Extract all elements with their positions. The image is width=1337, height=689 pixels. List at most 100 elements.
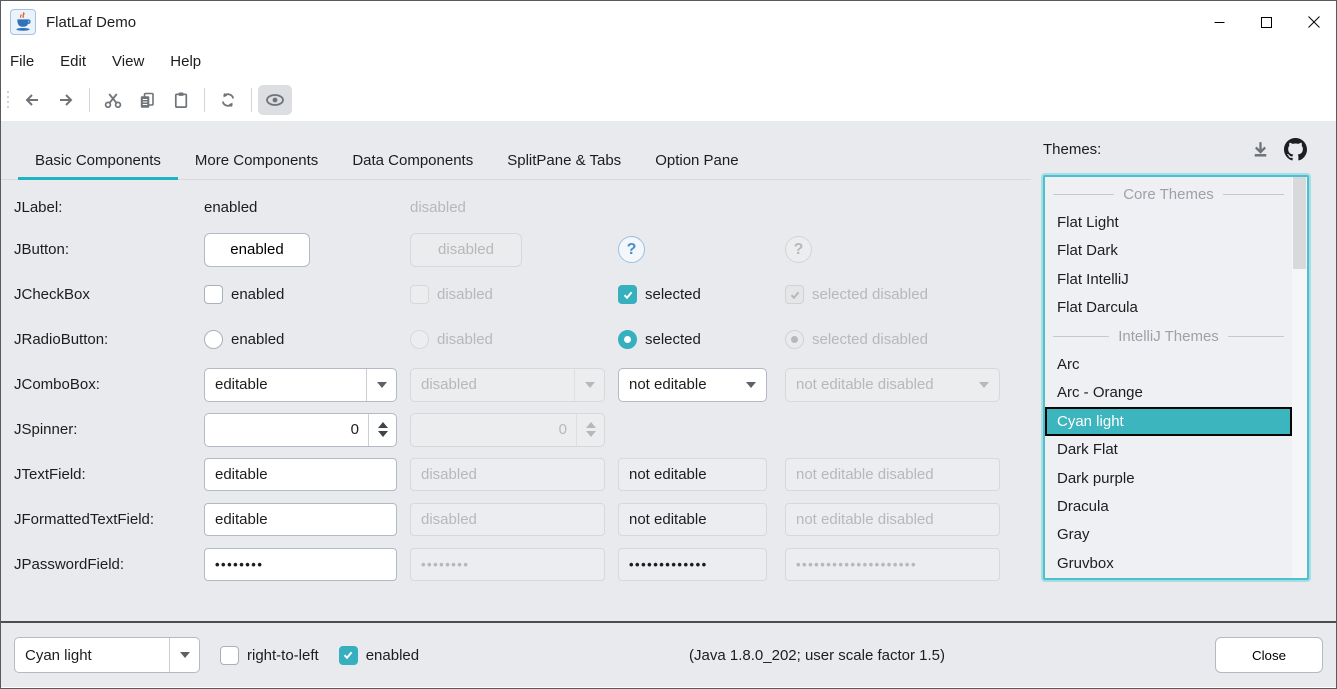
themes-scrollbar[interactable]	[1292, 177, 1307, 578]
checkbox-label: enabled	[365, 646, 420, 664]
tab-option-pane[interactable]: Option Pane	[655, 152, 739, 169]
theme-item-dark-purple[interactable]: Dark purple	[1057, 469, 1135, 487]
close-window-button[interactable]	[1290, 0, 1337, 44]
minimize-button[interactable]	[1196, 0, 1243, 44]
back-button[interactable]	[15, 85, 49, 115]
formatted-textfield-not-editable-disabled: not editable disabled	[785, 503, 1000, 536]
checkbox-box[interactable]	[204, 285, 223, 304]
radio-disabled: disabled	[410, 330, 493, 349]
combobox-arrow-button[interactable]	[366, 368, 396, 401]
combobox-value: not editable disabled	[796, 376, 934, 393]
checkbox-box	[410, 285, 429, 304]
combobox-editable[interactable]: editable	[204, 367, 397, 402]
right-to-left-checkbox[interactable]: right-to-left	[220, 645, 319, 665]
radio-circle[interactable]	[618, 330, 637, 349]
row-label: JComboBox:	[14, 376, 100, 393]
tab-data-components[interactable]: Data Components	[352, 152, 474, 169]
textfield-editable[interactable]: editable	[204, 458, 397, 491]
row-label: JLabel:	[14, 198, 63, 216]
radio-selected-disabled: selected disabled	[785, 330, 928, 349]
cut-icon	[104, 92, 122, 108]
bottom-bar: Cyan light right-to-left enabled (Java 1…	[0, 623, 1337, 687]
radio-enabled[interactable]: enabled	[204, 330, 284, 349]
spinner-disabled: 0	[410, 412, 605, 447]
password-field-editable[interactable]: ••••••••	[204, 548, 397, 581]
theme-selector-combobox[interactable]: Cyan light	[14, 637, 200, 673]
refresh-button[interactable]	[211, 85, 245, 115]
copy-button[interactable]	[130, 85, 164, 115]
spinner-enabled[interactable]: 0	[204, 412, 397, 447]
combobox-arrow-button[interactable]	[736, 369, 766, 401]
paste-button[interactable]	[164, 85, 198, 115]
theme-item-flat-light[interactable]: Flat Light	[1057, 214, 1119, 232]
jbutton-disabled: disabled	[410, 232, 522, 267]
toolbar-grip[interactable]	[7, 91, 9, 108]
theme-item-arc[interactable]: Arc	[1057, 356, 1080, 374]
spinner-value[interactable]: 0	[350, 421, 359, 438]
forward-button[interactable]	[49, 85, 83, 115]
theme-item-gray[interactable]: Gray	[1057, 526, 1090, 544]
checkbox-label: selected	[645, 286, 701, 303]
chevron-down-icon	[584, 381, 595, 388]
combobox-arrow-button	[969, 369, 999, 401]
help-button-enabled[interactable]: ?	[618, 236, 645, 263]
theme-item-dracula[interactable]: Dracula	[1057, 497, 1109, 515]
checkbox-label: right-to-left	[247, 646, 319, 664]
combobox-value[interactable]: not editable	[629, 376, 707, 393]
row-label: JRadioButton:	[14, 331, 109, 348]
formatted-textfield-editable[interactable]: editable	[204, 503, 397, 536]
theme-item-flat-intellij[interactable]: Flat IntelliJ	[1057, 270, 1129, 288]
cut-button[interactable]	[96, 85, 130, 115]
themes-label: Themes:	[1043, 140, 1102, 158]
row-label: JFormattedTextField:	[14, 511, 155, 528]
chevron-down-icon	[979, 381, 989, 388]
themes-group-header: IntelliJ Themes	[1045, 322, 1292, 350]
menu-edit[interactable]: Edit	[60, 52, 87, 70]
radio-selected[interactable]: selected	[618, 330, 701, 349]
theme-item-flat-dark[interactable]: Flat Dark	[1057, 242, 1118, 260]
radio-circle[interactable]	[204, 330, 223, 349]
enabled-checkbox[interactable]: enabled	[338, 645, 420, 665]
jbutton-enabled[interactable]: enabled	[204, 232, 310, 267]
combobox-arrow-button	[574, 368, 604, 401]
check-icon	[790, 291, 799, 299]
theme-selector-value[interactable]: Cyan light	[25, 646, 92, 664]
menu-help[interactable]: Help	[170, 52, 202, 70]
spinner-down-icon	[377, 431, 388, 437]
checkbox-box[interactable]	[220, 645, 239, 665]
tab-strip: Basic Components More Components Data Co…	[0, 144, 1031, 180]
checkbox-box[interactable]	[618, 285, 637, 304]
menu-view[interactable]: View	[112, 52, 145, 70]
show-hidden-toggle-button[interactable]	[258, 84, 292, 115]
check-icon	[343, 651, 353, 660]
spinner-buttons	[576, 413, 604, 446]
maximize-button[interactable]	[1243, 0, 1290, 44]
close-button[interactable]: Close	[1215, 637, 1323, 673]
themes-panel: Themes: Core Themes Flat Light Flat Dark…	[1043, 121, 1309, 580]
checkbox-selected[interactable]: selected	[618, 285, 701, 304]
tab-basic-components[interactable]: Basic Components	[18, 144, 178, 180]
checkbox-enabled[interactable]: enabled	[204, 285, 284, 304]
scrollbar-thumb[interactable]	[1293, 177, 1306, 269]
help-button-disabled: ?	[785, 236, 812, 263]
combobox-not-editable[interactable]: not editable	[618, 367, 767, 402]
theme-item-dark-flat[interactable]: Dark Flat	[1057, 441, 1118, 459]
tool-bar	[0, 78, 1337, 121]
github-icon[interactable]	[1284, 137, 1307, 161]
close-icon	[1307, 16, 1320, 28]
theme-item-cyan-light-selected[interactable]: Cyan light	[1045, 407, 1292, 436]
spinner-buttons[interactable]	[368, 413, 396, 446]
combobox-arrow-button[interactable]	[169, 638, 199, 672]
theme-item-flat-darcula[interactable]: Flat Darcula	[1057, 299, 1138, 317]
theme-item-arc-orange[interactable]: Arc - Orange	[1057, 384, 1143, 402]
maximize-icon	[1261, 16, 1272, 28]
checkbox-box[interactable]	[338, 645, 358, 665]
check-icon	[623, 291, 632, 299]
tab-splitpane-tabs[interactable]: SplitPane & Tabs	[507, 152, 622, 169]
combobox-value[interactable]: editable	[215, 376, 268, 393]
theme-item-gruvbox[interactable]: Gruvbox	[1057, 554, 1114, 572]
menu-file[interactable]: File	[10, 52, 35, 70]
tab-more-components[interactable]: More Components	[194, 152, 319, 169]
status-text: (Java 1.8.0_202; user scale factor 1.5)	[689, 646, 946, 664]
download-icon[interactable]	[1250, 139, 1271, 160]
